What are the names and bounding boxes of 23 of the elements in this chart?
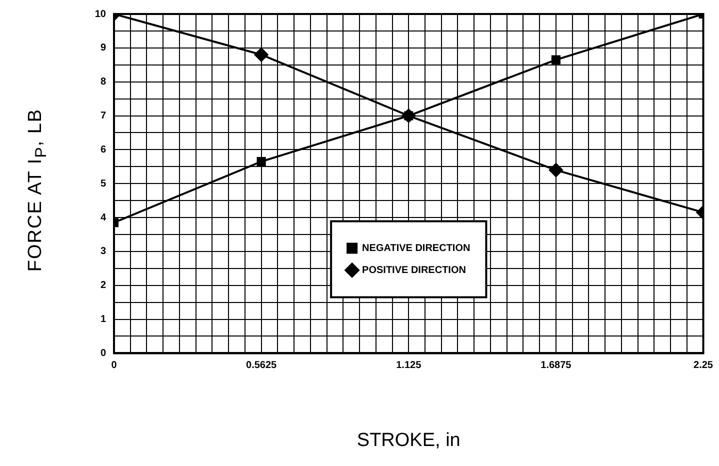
x-tick-label: 1.6875 bbox=[540, 360, 572, 371]
y-tick-label: 3 bbox=[100, 246, 106, 258]
legend-label: POSITIVE DIRECTION bbox=[362, 264, 466, 276]
x-tick-label: 0 bbox=[111, 360, 118, 371]
y-tick-label: 5 bbox=[100, 178, 106, 190]
x-axis-title: STROKE, in bbox=[356, 430, 460, 451]
y-tick-label: 9 bbox=[100, 42, 106, 54]
y-tick-label: 4 bbox=[100, 212, 106, 224]
x-tick-label: 1.125 bbox=[396, 360, 422, 371]
y-tick-label: 0 bbox=[100, 348, 106, 359]
x-tick-label: 0.5625 bbox=[246, 360, 278, 371]
y-tick-label: 8 bbox=[100, 76, 106, 88]
point bbox=[551, 55, 560, 64]
point bbox=[254, 48, 268, 62]
point bbox=[256, 157, 266, 166]
y-tick-label: 1 bbox=[100, 314, 106, 326]
legend-label: NEGATIVE DIRECTION bbox=[362, 242, 470, 254]
y-tick-label: 7 bbox=[100, 110, 106, 122]
x-tick-label: 2.25 bbox=[694, 360, 714, 371]
y-tick-label: 10 bbox=[94, 8, 106, 20]
y-tick-label: 2 bbox=[100, 280, 106, 292]
point bbox=[548, 163, 563, 178]
y-tick-label: 6 bbox=[100, 144, 106, 156]
